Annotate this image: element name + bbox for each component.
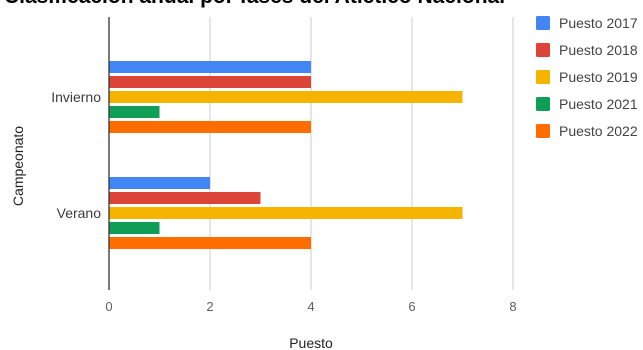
legend-swatch (536, 16, 550, 30)
chart-title: Clasificación anual por fases del Atléti… (4, 0, 505, 8)
bar-verano-puesto-2018 (109, 192, 261, 204)
legend-label: Puesto 2022 (559, 123, 638, 139)
category-label: Invierno (51, 89, 101, 105)
bars (109, 61, 463, 249)
legend-label: Puesto 2017 (559, 15, 638, 31)
legend-label: Puesto 2018 (559, 42, 638, 58)
y-axis-title: Campeonato (10, 126, 26, 206)
legend-swatch (536, 70, 550, 84)
bar-verano-puesto-2022 (109, 237, 311, 249)
x-tick-labels: 0 2 4 6 8 (105, 299, 516, 314)
legend-swatch (536, 97, 550, 111)
bar-invierno-puesto-2019 (109, 91, 463, 103)
legend-label: Puesto 2019 (559, 69, 638, 85)
bar-invierno-puesto-2022 (109, 121, 311, 133)
gridlines (209, 17, 514, 290)
legend-label: Puesto 2021 (559, 96, 638, 112)
category-labels: Invierno Verano (51, 89, 101, 221)
bar-verano-puesto-2017 (109, 177, 210, 189)
x-tick-label: 8 (509, 299, 516, 314)
legend-swatch (536, 124, 550, 138)
bar-verano-puesto-2019 (109, 207, 463, 219)
legend: Puesto 2017 Puesto 2018 Puesto 2019 Puesto … (536, 15, 638, 139)
x-tick-label: 2 (206, 299, 213, 314)
bar-invierno-puesto-2017 (109, 61, 311, 73)
bar-verano-puesto-2021 (109, 222, 160, 234)
bar-invierno-puesto-2018 (109, 76, 311, 88)
x-axis-title: Puesto (289, 335, 333, 350)
legend-swatch (536, 43, 550, 57)
bar-invierno-puesto-2021 (109, 106, 160, 118)
x-tick-label: 4 (307, 299, 314, 314)
x-tick-label: 0 (105, 299, 112, 314)
x-tick-label: 6 (408, 299, 415, 314)
category-label: Verano (57, 205, 102, 221)
